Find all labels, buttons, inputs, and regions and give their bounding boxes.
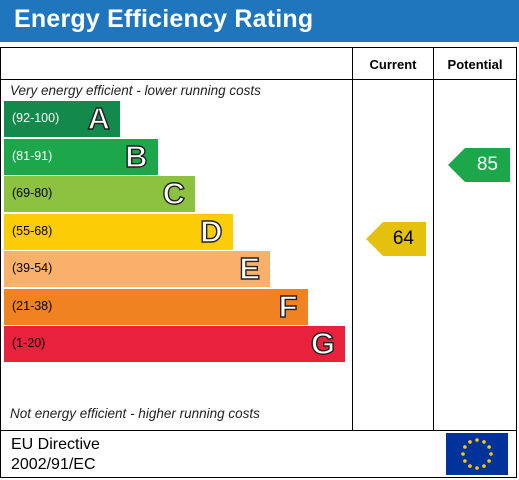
top-note: Very energy efficient - lower running co…: [10, 83, 261, 98]
potential-rating-value: 85: [476, 154, 498, 175]
star-icon: [463, 459, 467, 463]
band-letter: C: [162, 175, 186, 211]
band-letter: F: [278, 288, 298, 324]
star-icon: [475, 438, 479, 442]
current-rating-value: 64: [392, 228, 414, 249]
header-row-line: [0, 79, 517, 80]
band-letter: B: [124, 138, 148, 174]
band-d: (55-68) D: [4, 213, 233, 250]
band-range: (21-38): [12, 298, 53, 313]
rating-frame: [0, 47, 517, 478]
current-column-header: Current: [369, 57, 417, 72]
page-title: Energy Efficiency Rating: [14, 5, 314, 33]
header-bar: Energy Efficiency Rating: [0, 0, 519, 42]
band-letter: G: [310, 325, 336, 361]
band-range: (81-91): [12, 148, 53, 163]
band-range: (69-80): [12, 186, 53, 200]
band-letter: D: [199, 213, 223, 249]
footer-line2: 2002/91/EC: [11, 456, 96, 473]
star-icon: [487, 445, 491, 449]
divider-current: [352, 48, 353, 430]
divider-potential: [433, 48, 434, 430]
star-icon: [489, 452, 493, 456]
star-icon: [463, 445, 467, 449]
band-letter: A: [87, 100, 111, 136]
band-a: (92-100) A: [4, 100, 120, 137]
footer-line: [0, 430, 517, 431]
band-f: (21-38) F: [4, 288, 308, 325]
band-range: (92-100): [12, 111, 60, 125]
band-b: (81-91) B: [4, 138, 158, 175]
star-icon: [482, 464, 486, 468]
star-icon: [461, 452, 465, 456]
star-icon: [468, 464, 472, 468]
band-range: (39-54): [12, 261, 53, 275]
star-icon: [482, 440, 486, 444]
footer-line1: EU Directive: [11, 436, 100, 453]
star-icon: [475, 466, 479, 470]
band-letter: E: [239, 250, 261, 286]
star-icon: [468, 440, 472, 444]
band-range: (1-20): [12, 336, 46, 350]
potential-column-header: Potential: [447, 57, 503, 72]
bottom-note: Not energy efficient - higher running co…: [10, 406, 260, 421]
band-range: (55-68): [12, 223, 53, 238]
band-g: (1-20) G: [4, 325, 345, 362]
band-c: (69-80) C: [4, 175, 195, 212]
band-e: (39-54) E: [4, 250, 270, 287]
eu-flag-icon: [446, 433, 508, 475]
star-icon: [487, 459, 491, 463]
